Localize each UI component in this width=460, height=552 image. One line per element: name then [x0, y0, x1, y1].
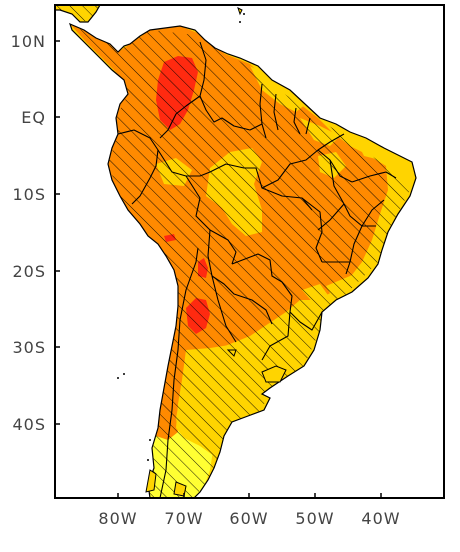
lat-ticks [55, 40, 60, 425]
islands [145, 7, 287, 497]
lon-label-60w: 60W [229, 509, 268, 528]
small-dots [117, 13, 245, 461]
hatch-overlay [55, 5, 410, 498]
lon-label-50w: 50W [295, 509, 334, 528]
lat-label-10n: 10N [11, 32, 46, 51]
lon-label-80w: 80W [98, 509, 137, 528]
country-borders [117, 41, 397, 498]
lat-label-10s: 10S [12, 185, 46, 204]
lon-label-70w: 70W [164, 509, 203, 528]
lon-labels: 80W 70W 60W 50W 40W [98, 509, 400, 528]
lat-label-40s: 40S [12, 415, 46, 434]
lon-ticks [117, 493, 382, 498]
lat-label-30s: 30S [12, 338, 46, 357]
lat-label-eq: EQ [21, 108, 46, 127]
lon-label-40w: 40W [361, 509, 400, 528]
lat-labels: 10N EQ 10S 20S 30S 40S [11, 32, 46, 434]
lat-label-20s: 20S [12, 262, 46, 281]
